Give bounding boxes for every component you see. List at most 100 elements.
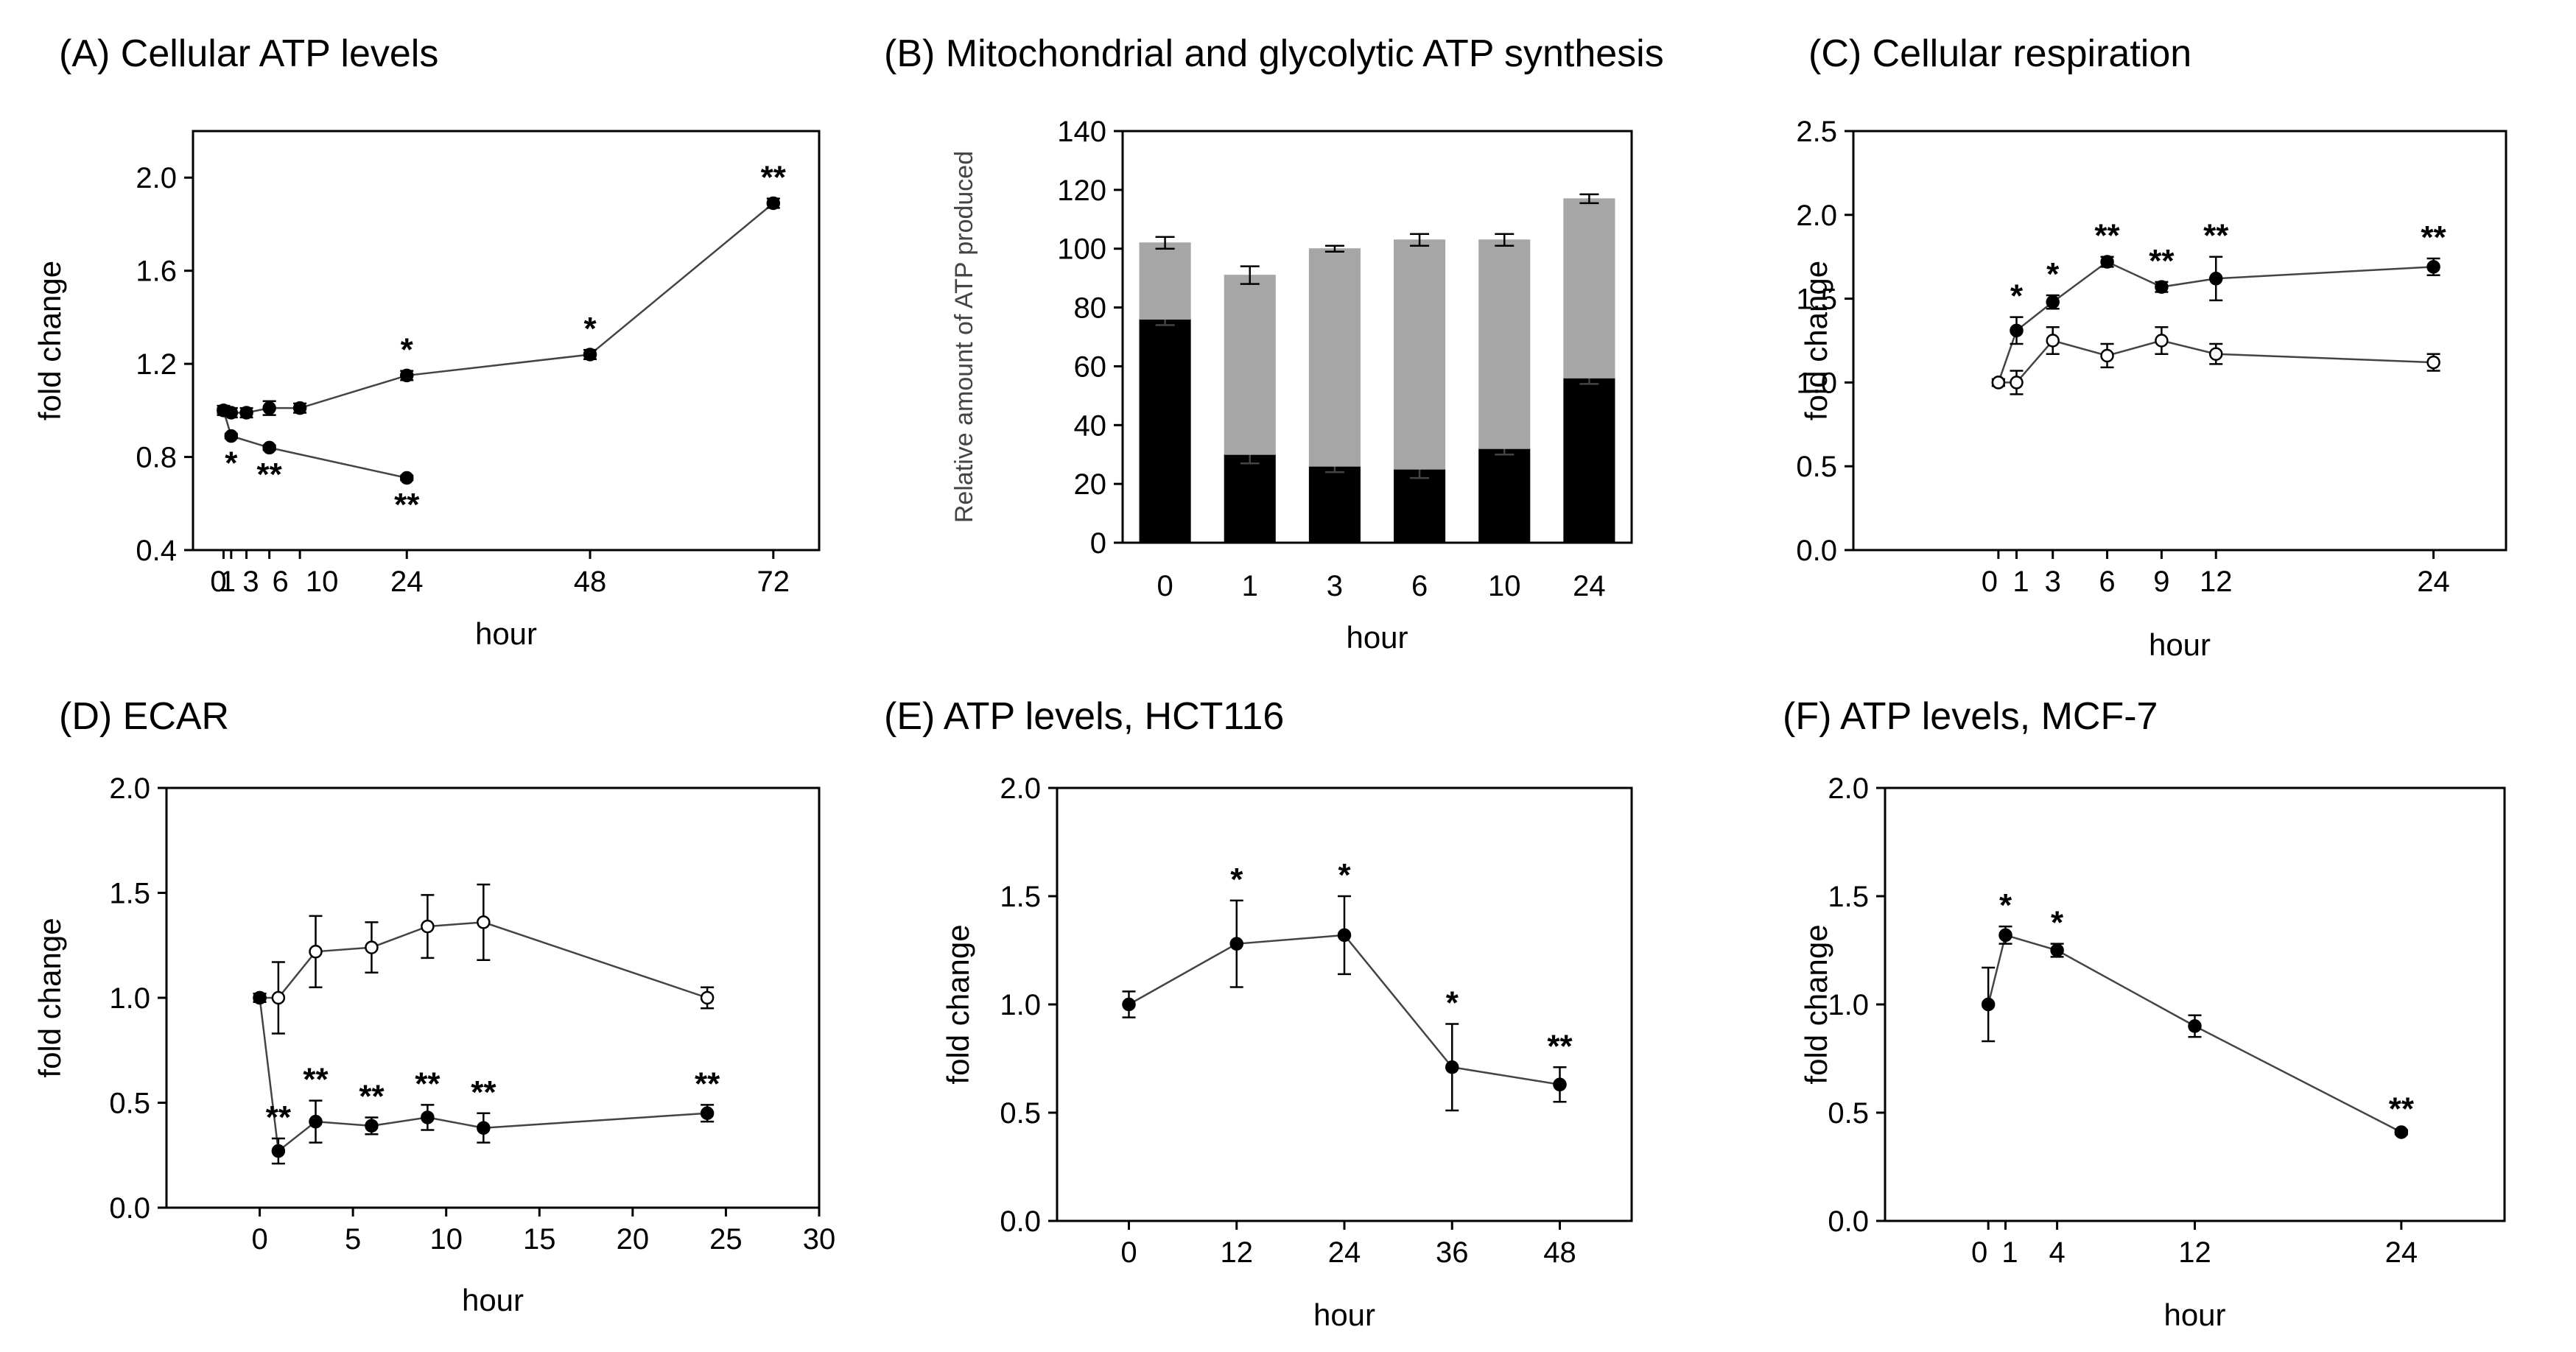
x-tick-label: 0 — [251, 1223, 267, 1256]
panel-F: (F) ATP levels, MCF-7 0.0 0.5 1.0 1.5 2.0 0 1 4 1… — [1783, 695, 2506, 1332]
significance-label: * — [583, 311, 597, 347]
x-tick-label: 1 — [2001, 1236, 2018, 1269]
y-tick-label: 60 — [1074, 351, 1107, 383]
y-tick-label: 2.0 — [1828, 772, 1869, 805]
y-axis-label: fold change — [32, 261, 67, 420]
x-tick-label: 4 — [2049, 1236, 2065, 1269]
x-tick-label: 72 — [757, 566, 790, 598]
bar-mitochondrial — [1308, 465, 1361, 543]
data-point — [2010, 323, 2024, 338]
y-tick-label: 0.0 — [1000, 1205, 1041, 1238]
significance-label: * — [1446, 985, 1459, 1021]
bar-glycolytic — [1478, 239, 1531, 449]
y-tick-label: 1.0 — [109, 982, 150, 1015]
panel-D: (D) ECAR 0.0 0.5 1.0 1.5 2.0 0 5 10 15 20 25 30 hour f… — [32, 695, 835, 1317]
data-point — [2188, 1019, 2202, 1033]
data-point — [217, 404, 231, 418]
data-point — [262, 401, 276, 415]
series-series-2: * **** — [217, 404, 420, 523]
significance-label: ** — [1547, 1028, 1573, 1064]
significance-label: ** — [2149, 243, 2175, 279]
y-tick-label: 1.5 — [1000, 881, 1041, 913]
data-point — [309, 1114, 323, 1129]
bar-mitochondrial — [1394, 468, 1446, 543]
significance-label: ** — [359, 1078, 385, 1114]
x-tick-label: 10 — [1488, 570, 1521, 602]
x-tick-label: 20 — [617, 1223, 650, 1256]
data-point — [2100, 255, 2114, 269]
panel-title: (E) ATP levels, HCT116 — [884, 695, 1284, 738]
x-tick-label: 24 — [390, 566, 424, 598]
data-point — [2426, 355, 2440, 370]
panel-title: (A) Cellular ATP levels — [59, 32, 438, 75]
x-tick-label: 1 — [220, 566, 236, 598]
significance-label: ** — [2389, 1091, 2415, 1127]
x-tick-label: 48 — [574, 566, 607, 598]
x-tick-label: 30 — [803, 1223, 836, 1256]
series-MCF-7: * *** — [1981, 887, 2415, 1139]
data-point — [292, 401, 307, 415]
bar-glycolytic — [1394, 239, 1446, 470]
significance-label: * — [2046, 256, 2060, 292]
significance-label: ** — [2094, 218, 2120, 254]
x-tick-label: 25 — [709, 1223, 743, 1256]
y-tick-label: 120 — [1057, 175, 1106, 207]
data-point — [253, 990, 267, 1005]
x-tick-label: 3 — [2045, 566, 2061, 598]
x-axis-label: hour — [1313, 1298, 1375, 1332]
data-point — [2046, 334, 2060, 348]
significance-label: ** — [2203, 218, 2229, 254]
x-axis-label: hour — [475, 616, 537, 651]
significance-label: ** — [303, 1062, 329, 1098]
y-axis-label: fold change — [32, 918, 67, 1077]
x-tick-label: 24 — [1573, 570, 1606, 602]
x-tick-label: 10 — [429, 1223, 463, 1256]
y-tick-label: 2.5 — [1796, 116, 1837, 148]
significance-label: * — [2051, 905, 2064, 941]
x-tick-label: 12 — [1221, 1236, 1254, 1269]
bar-mitochondrial — [1563, 377, 1615, 543]
significance-label: * — [225, 445, 238, 481]
bar-mitochondrial — [1224, 454, 1276, 543]
x-tick-label: 9 — [2153, 566, 2169, 598]
significance-label: * — [2010, 278, 2024, 314]
plot-frame — [1884, 786, 2506, 1222]
y-tick-label: 2.0 — [1000, 772, 1041, 805]
data-point — [399, 471, 414, 485]
x-tick-label: 15 — [523, 1223, 556, 1256]
data-point — [421, 919, 435, 934]
data-point — [2155, 334, 2169, 348]
x-tick-label: 10 — [306, 566, 339, 598]
y-tick-label: 1.6 — [136, 256, 177, 288]
plot-frame — [192, 130, 821, 552]
x-tick-label: 6 — [2099, 566, 2115, 598]
x-tick-label: 1 — [2012, 566, 2029, 598]
y-tick-label: 140 — [1057, 116, 1106, 148]
panel-A: (A) Cellular ATP levels0.40.81.21.62.001… — [32, 32, 821, 651]
plot-frame — [1056, 786, 1633, 1222]
data-point — [365, 1119, 379, 1133]
data-point — [2046, 295, 2060, 309]
bar-mitochondrial — [1478, 448, 1531, 543]
significance-label: * — [1999, 887, 2012, 923]
data-point — [2050, 943, 2064, 957]
x-axis-label: hour — [2149, 627, 2211, 662]
x-tick-label: 48 — [1543, 1236, 1576, 1269]
panel-title: (B) Mitochondrial and glycolytic ATP syn… — [884, 32, 1664, 75]
y-tick-label: 1.5 — [1796, 284, 1837, 316]
data-point — [700, 990, 715, 1005]
x-tick-label: 0 — [210, 566, 226, 598]
data-point — [477, 915, 491, 929]
data-point — [262, 440, 276, 455]
significance-label: ** — [695, 1066, 720, 1102]
significance-label: * — [1338, 857, 1351, 893]
data-point — [2155, 280, 2169, 294]
data-point — [399, 368, 414, 383]
data-point — [271, 990, 286, 1005]
data-point — [1553, 1077, 1567, 1092]
y-tick-label: 40 — [1074, 409, 1107, 442]
x-tick-label: 24 — [1328, 1236, 1361, 1269]
significance-label: ** — [257, 457, 283, 493]
y-axis-label: Relative amount of ATP produced — [950, 151, 978, 523]
